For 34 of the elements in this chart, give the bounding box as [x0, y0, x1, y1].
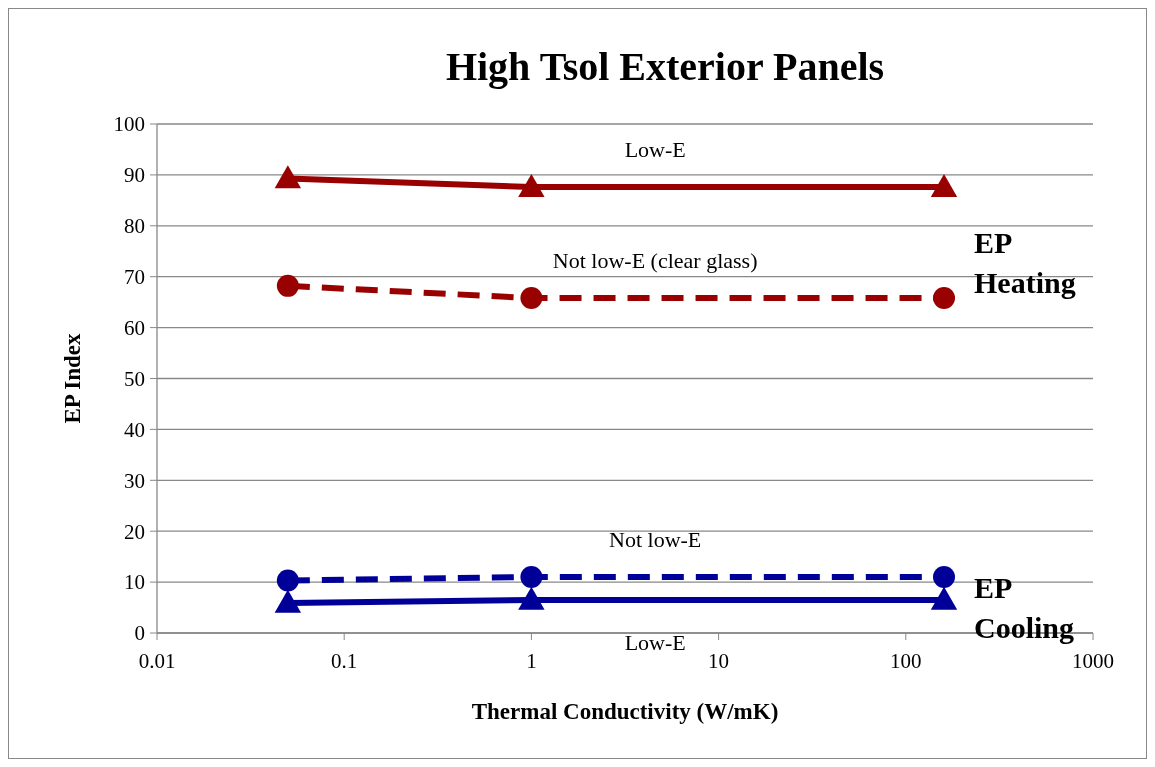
y-tick-label: 0: [134, 621, 145, 646]
y-tick-label: 60: [124, 315, 145, 340]
y-axis-title: EP Index: [60, 332, 85, 424]
y-tick-label: 80: [124, 214, 145, 239]
y-tick-label: 90: [124, 163, 145, 188]
x-tick-label: 10: [708, 649, 730, 673]
y-tick-label: 40: [124, 417, 145, 442]
series-label: Low-E: [624, 629, 686, 655]
y-tick-label: 20: [124, 519, 145, 544]
point: [274, 165, 302, 189]
x-axis-title: Thermal Conductivity (W/mK): [471, 699, 779, 724]
x-tick-label: 0.01: [138, 649, 176, 673]
annotation: EP Heating: [974, 225, 1076, 299]
y-tick-label: 10: [124, 570, 145, 595]
point: [930, 586, 958, 610]
x-tick-label: 100: [890, 649, 922, 673]
point: [276, 569, 299, 592]
chart-title: High Tsol Exterior Panels: [445, 44, 885, 89]
point: [933, 287, 956, 310]
x-tick-label: 1: [526, 649, 537, 673]
point: [930, 173, 958, 198]
series-label: Low-E: [624, 136, 686, 162]
point: [933, 566, 956, 589]
point: [274, 589, 302, 613]
series-label: Not low-E: [609, 526, 702, 552]
y-tick-label: 70: [124, 265, 145, 290]
y-tick-label: 50: [124, 366, 145, 391]
annotation: EP Cooling: [974, 571, 1075, 645]
y-tick-label: 100: [113, 112, 145, 137]
point: [276, 274, 299, 297]
y-tick-label: 30: [124, 468, 145, 493]
x-tick-label: 0.1: [331, 649, 358, 673]
series-label: Not low-E (clear glass): [552, 247, 758, 273]
x-tick-label: 1000: [1072, 649, 1114, 673]
